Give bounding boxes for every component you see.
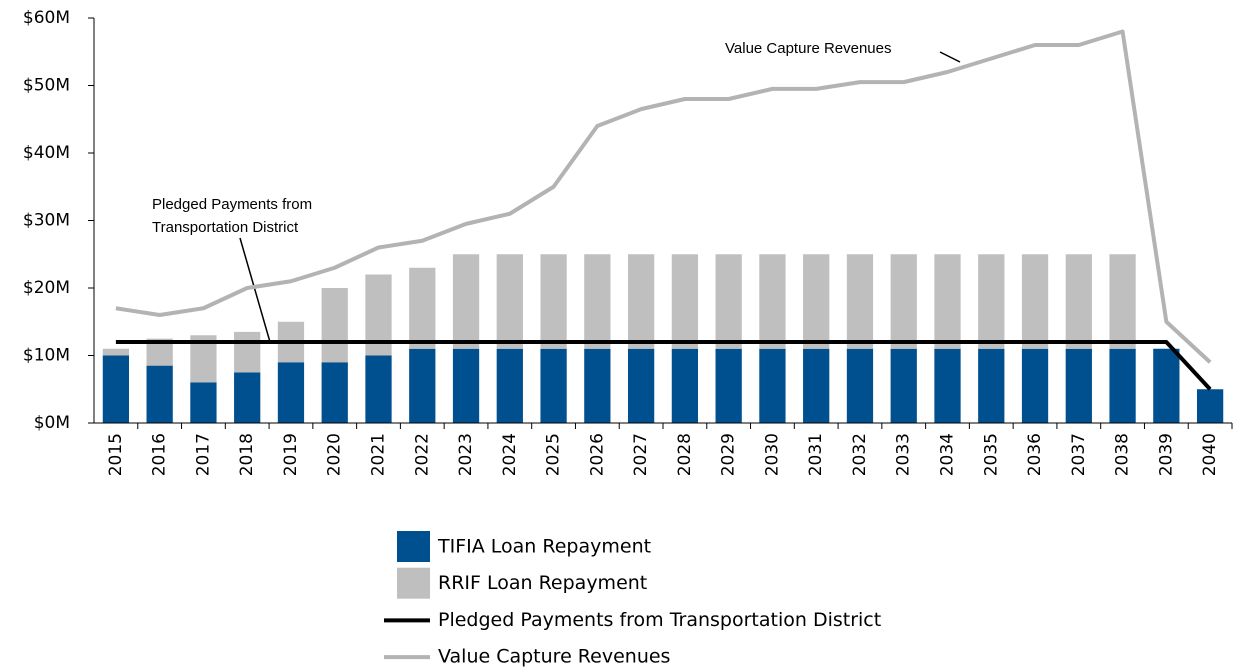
bar-segment bbox=[102, 348, 130, 356]
bar-segment bbox=[1153, 348, 1180, 423]
bar-segment bbox=[496, 348, 523, 423]
x-tick-label: 2040 bbox=[1200, 433, 1220, 476]
bar-segment bbox=[321, 288, 348, 363]
bar-segment bbox=[803, 348, 830, 423]
bar-segment bbox=[496, 254, 523, 349]
bar-segment bbox=[978, 254, 1005, 349]
x-tick-label: 2027 bbox=[631, 433, 651, 476]
bar-segment bbox=[846, 348, 874, 423]
bar-segment bbox=[1065, 348, 1092, 423]
legend-swatch bbox=[397, 567, 430, 599]
bar-segment bbox=[1196, 389, 1224, 423]
series-line bbox=[115, 340, 1212, 391]
x-tick-label: 2024 bbox=[500, 433, 520, 476]
bar-segment bbox=[321, 362, 348, 423]
x-tick-label: 2018 bbox=[237, 433, 257, 476]
x-tick-label: 2022 bbox=[412, 433, 432, 476]
bar-segment bbox=[277, 362, 305, 423]
bar-segment bbox=[540, 254, 567, 349]
legend-label: Value Capture Revenues bbox=[438, 646, 670, 668]
bar-segment bbox=[584, 254, 611, 349]
x-tick-label: 2033 bbox=[894, 433, 914, 476]
bar-segment bbox=[1065, 254, 1092, 349]
y-tick-label: $0M bbox=[34, 413, 70, 433]
legend-label: Pledged Payments from Transportation Dis… bbox=[438, 609, 881, 631]
bar-segment bbox=[584, 348, 611, 423]
annotation: Transportation District bbox=[152, 219, 299, 236]
bar-segment bbox=[627, 254, 655, 349]
bar-segment bbox=[365, 355, 392, 423]
bar-segment bbox=[452, 348, 480, 423]
annotation: Pledged Payments from bbox=[152, 196, 312, 213]
bar-segment bbox=[1021, 254, 1049, 349]
x-tick-label: 2019 bbox=[281, 433, 301, 476]
bar-segment bbox=[846, 254, 874, 349]
x-tick-label: 2030 bbox=[762, 433, 782, 476]
bar-segment bbox=[715, 348, 742, 423]
series-line bbox=[115, 29, 1212, 364]
bar-segment bbox=[102, 355, 130, 423]
bar-segment bbox=[890, 348, 917, 423]
bar-segment bbox=[1021, 348, 1049, 423]
x-tick-label: 2035 bbox=[981, 433, 1001, 476]
annotation: Value Capture Revenues bbox=[725, 40, 892, 57]
x-tick-label: 2026 bbox=[587, 433, 607, 476]
bar-segment bbox=[803, 254, 830, 349]
bar-segment bbox=[671, 348, 699, 423]
x-tick-label: 2017 bbox=[193, 433, 213, 476]
x-tick-label: 2015 bbox=[106, 433, 126, 476]
legend-label: RRIF Loan Repayment bbox=[438, 572, 647, 594]
bar-segment bbox=[759, 254, 786, 349]
bar-segment bbox=[978, 348, 1005, 423]
bar-segment bbox=[715, 254, 742, 349]
x-tick-label: 2038 bbox=[1113, 433, 1133, 476]
bar-segment bbox=[671, 254, 699, 349]
y-tick-label: $40M bbox=[23, 143, 70, 163]
bar-segment bbox=[1109, 254, 1136, 349]
annotation-leader bbox=[939, 51, 961, 63]
bar-segment bbox=[234, 331, 261, 373]
bar-segment bbox=[627, 348, 655, 423]
y-tick-label: $10M bbox=[23, 346, 70, 366]
bar-segment bbox=[890, 254, 917, 349]
legend-label: TIFIA Loan Repayment bbox=[437, 536, 651, 558]
y-tick-label: $60M bbox=[23, 8, 70, 28]
bars bbox=[102, 254, 1224, 423]
annotation-leader bbox=[239, 237, 271, 343]
bar-segment bbox=[759, 348, 786, 423]
bar-segment bbox=[190, 382, 217, 423]
bar-segment bbox=[146, 365, 173, 423]
y-tick-label: $30M bbox=[23, 211, 70, 231]
x-tick-label: 2020 bbox=[325, 433, 345, 476]
y-tick-label: $50M bbox=[23, 76, 70, 96]
x-tick-label: 2029 bbox=[719, 433, 739, 476]
lines bbox=[115, 29, 1212, 391]
x-tick-label: 2016 bbox=[150, 433, 170, 476]
x-tick-label: 2031 bbox=[806, 433, 826, 476]
y-tick-label: $20M bbox=[23, 278, 70, 298]
x-tick-label: 2039 bbox=[1156, 433, 1176, 476]
bar-segment bbox=[1109, 348, 1136, 423]
x-tick-label: 2025 bbox=[544, 433, 564, 476]
bar-segment bbox=[409, 348, 436, 423]
bar-segment bbox=[934, 254, 961, 349]
x-tick-label: 2021 bbox=[369, 433, 389, 476]
bar-segment bbox=[934, 348, 961, 423]
bar-segment bbox=[409, 267, 436, 349]
x-tick-label: 2028 bbox=[675, 433, 695, 476]
x-tick-label: 2023 bbox=[456, 433, 476, 476]
bar-segment bbox=[540, 348, 567, 423]
bar-segment bbox=[234, 372, 261, 423]
x-tick-label: 2037 bbox=[1069, 433, 1089, 476]
bar-segment bbox=[452, 254, 480, 349]
x-tick-label: 2034 bbox=[938, 433, 958, 476]
x-tick-label: 2036 bbox=[1025, 433, 1045, 476]
legend-swatch bbox=[397, 531, 430, 562]
x-tick-label: 2032 bbox=[850, 433, 870, 476]
